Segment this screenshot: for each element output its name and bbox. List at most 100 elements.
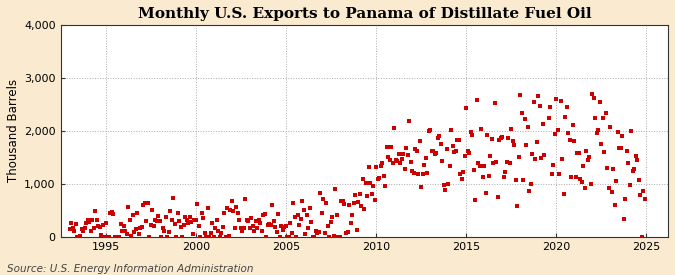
Point: [232, 210, 243, 215]
Point: [136, 224, 147, 229]
Point: [129, 230, 140, 235]
Point: [124, 218, 135, 222]
Point: [637, 235, 647, 239]
Point: [244, 226, 255, 230]
Point: [578, 164, 589, 168]
Point: [458, 170, 468, 175]
Point: [385, 145, 396, 149]
Point: [622, 148, 632, 153]
Point: [486, 137, 497, 141]
Point: [180, 215, 190, 219]
Point: [230, 226, 240, 230]
Point: [306, 220, 317, 224]
Point: [228, 209, 239, 213]
Point: [405, 160, 416, 164]
Point: [335, 235, 346, 239]
Point: [558, 192, 569, 196]
Point: [348, 201, 359, 205]
Point: [539, 153, 549, 157]
Point: [543, 116, 554, 120]
Point: [73, 234, 84, 239]
Point: [231, 204, 242, 209]
Point: [118, 224, 129, 228]
Point: [503, 136, 514, 140]
Point: [219, 211, 230, 215]
Point: [135, 226, 146, 231]
Point: [292, 213, 303, 217]
Point: [533, 94, 543, 98]
Point: [541, 5, 551, 9]
Point: [352, 200, 363, 204]
Point: [286, 231, 297, 235]
Point: [234, 218, 245, 223]
Point: [583, 158, 593, 163]
Point: [363, 164, 374, 169]
Point: [524, 189, 535, 193]
Point: [281, 224, 292, 228]
Point: [459, 154, 470, 159]
Point: [426, 149, 437, 153]
Point: [495, 136, 506, 141]
Point: [372, 177, 383, 181]
Point: [304, 206, 315, 211]
Point: [572, 151, 583, 156]
Point: [429, 152, 440, 157]
Point: [114, 235, 125, 239]
Point: [617, 133, 628, 138]
Point: [595, 100, 605, 104]
Point: [384, 158, 395, 162]
Point: [139, 200, 150, 205]
Point: [290, 215, 300, 220]
Point: [205, 231, 216, 236]
Point: [122, 232, 132, 236]
Point: [398, 152, 408, 156]
Point: [453, 138, 464, 142]
Point: [610, 203, 620, 208]
Point: [616, 146, 626, 151]
Point: [366, 191, 377, 196]
Point: [275, 235, 286, 239]
Point: [148, 224, 159, 228]
Point: [519, 117, 530, 121]
Point: [296, 217, 306, 221]
Point: [204, 235, 215, 239]
Point: [215, 235, 225, 239]
Point: [151, 219, 162, 223]
Point: [530, 157, 541, 161]
Point: [563, 131, 574, 135]
Point: [177, 235, 188, 239]
Point: [324, 235, 335, 239]
Point: [416, 184, 427, 189]
Point: [138, 203, 148, 207]
Point: [591, 130, 602, 135]
Point: [202, 206, 213, 210]
Point: [568, 123, 578, 128]
Point: [109, 235, 120, 239]
Point: [562, 104, 572, 109]
Point: [101, 221, 111, 225]
Point: [105, 210, 115, 215]
Point: [624, 183, 635, 188]
Point: [464, 151, 475, 155]
Point: [465, 130, 476, 135]
Point: [302, 213, 313, 218]
Point: [368, 184, 379, 188]
Point: [618, 217, 629, 221]
Point: [88, 226, 99, 230]
Point: [142, 201, 153, 206]
Point: [378, 173, 389, 178]
Point: [325, 219, 336, 224]
Point: [461, 106, 472, 111]
Point: [456, 177, 467, 181]
Point: [489, 101, 500, 105]
Point: [375, 163, 386, 168]
Point: [216, 231, 227, 235]
Point: [537, 122, 548, 127]
Point: [632, 158, 643, 162]
Point: [390, 158, 401, 163]
Point: [605, 125, 616, 129]
Point: [425, 128, 435, 132]
Point: [252, 226, 263, 230]
Point: [210, 226, 221, 230]
Point: [435, 141, 446, 146]
